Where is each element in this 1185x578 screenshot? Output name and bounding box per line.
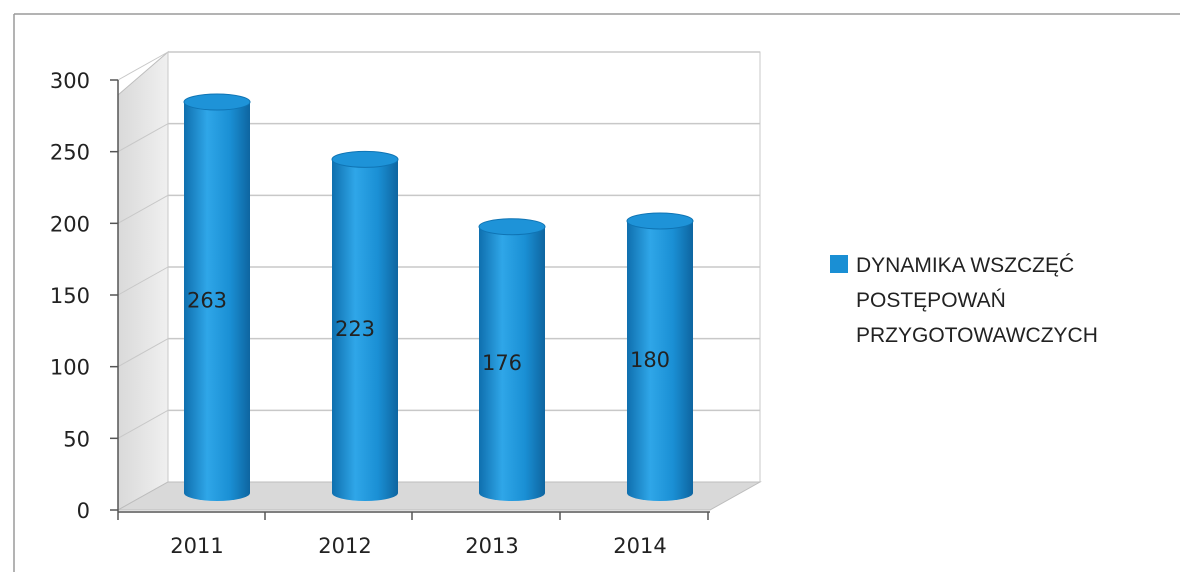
x-tick-label: 2011 <box>170 534 223 558</box>
gridline-side <box>117 338 169 368</box>
x-axis <box>117 511 710 520</box>
data-label: 223 <box>335 317 375 341</box>
x-tick-label: 2012 <box>318 534 371 558</box>
data-label: 176 <box>482 351 522 375</box>
floor <box>116 481 762 511</box>
data-label: 180 <box>630 348 670 372</box>
gridline-side <box>117 194 169 224</box>
bar-body <box>627 221 693 501</box>
bar-2013 <box>478 218 546 501</box>
bar-top <box>478 218 546 236</box>
y-tick-label: 0 <box>77 499 90 523</box>
gridline-side <box>117 51 169 81</box>
x-tick-label: 2013 <box>465 534 518 558</box>
bar-2014 <box>626 212 694 501</box>
legend-line-1: DYNAMIKA WSZCZĘĆ <box>856 254 1074 277</box>
x-tick-label: 2014 <box>613 534 666 558</box>
legend-line-3: PRZYGOTOWAWCZYCH <box>856 324 1098 347</box>
bars <box>183 93 694 502</box>
y-tick-label: 250 <box>50 141 90 165</box>
y-tick-label: 150 <box>50 284 90 308</box>
gridline-side <box>117 266 169 296</box>
bar-top <box>626 212 694 230</box>
bar-top <box>183 93 251 111</box>
bar-body <box>184 102 250 502</box>
bar-top <box>331 150 399 168</box>
bar-2012 <box>331 150 399 501</box>
gridline-side <box>117 409 169 439</box>
x-tick-labels: 2011 2012 2013 2014 <box>170 534 666 558</box>
y-tick-label: 50 <box>63 427 90 451</box>
bar-body <box>479 226 545 501</box>
legend: DYNAMIKA WSZCZĘĆ POSTĘPOWAŃ PRZYGOTOWAWC… <box>830 254 1098 347</box>
y-tick-label: 100 <box>50 356 90 380</box>
y-tick-labels: 0 50 100 150 200 250 300 <box>50 69 90 523</box>
legend-line-2: POSTĘPOWAŃ <box>856 289 1006 312</box>
bar-body <box>332 159 398 501</box>
gridline-side <box>117 123 169 153</box>
y-tick-label: 300 <box>50 69 90 93</box>
y-tick-label: 200 <box>50 212 90 236</box>
bar-2011 <box>183 93 251 502</box>
legend-swatch <box>830 255 848 273</box>
data-label: 263 <box>187 289 227 313</box>
data-labels: 263 223 176 180 <box>187 289 670 375</box>
y-axis <box>110 79 119 512</box>
